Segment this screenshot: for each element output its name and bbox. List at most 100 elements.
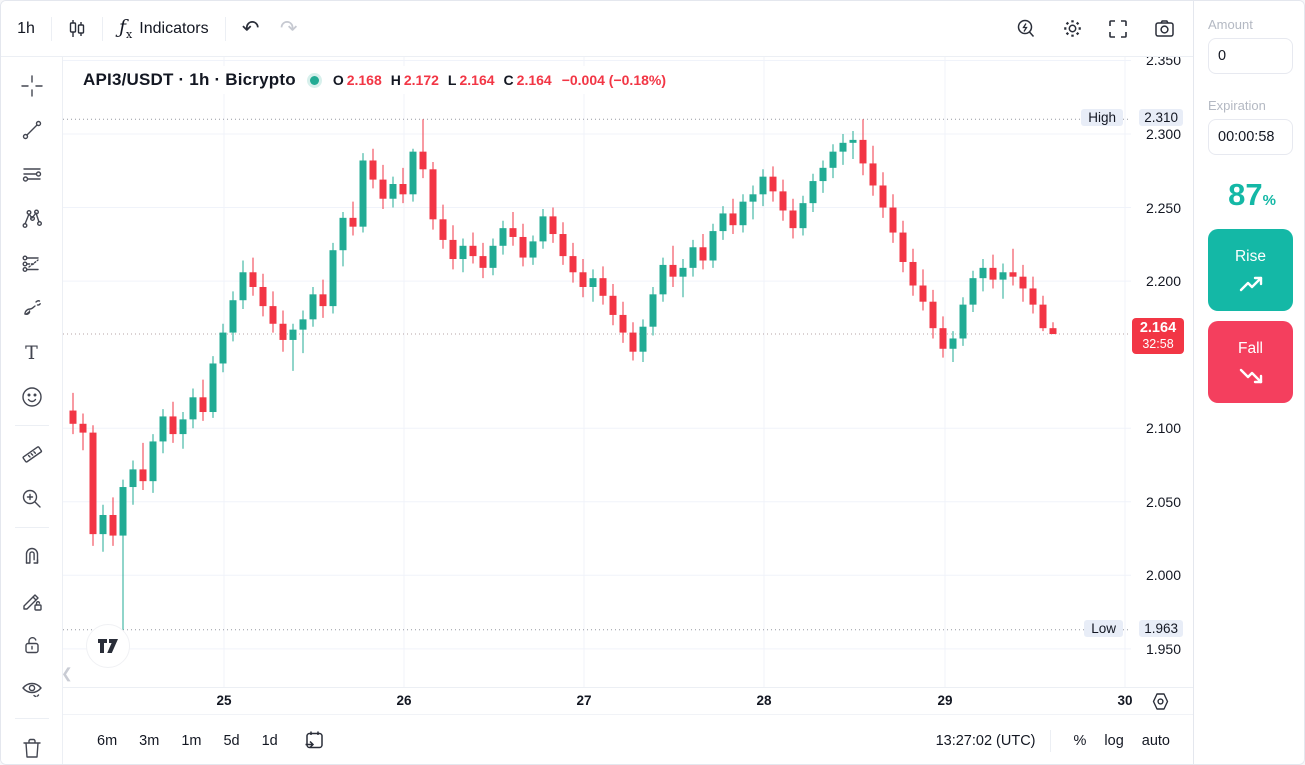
clock-utc[interactable]: 13:27:02 (UTC)	[935, 732, 1036, 749]
low-marker-label: Low	[1084, 619, 1123, 637]
bottom-bar-separator	[1049, 729, 1051, 752]
toolbar-separator	[51, 16, 52, 41]
time-tick: 27	[576, 693, 592, 708]
indicators-button[interactable]: ƒx Indicators	[109, 10, 219, 48]
drawing-toolbar: T	[1, 57, 63, 764]
axis-settings-hexagon-icon	[1152, 693, 1169, 710]
fall-arrow-icon	[1239, 368, 1262, 383]
fx-icon: ƒx	[119, 16, 133, 41]
time-tick: 25	[216, 693, 232, 708]
range-button-1d[interactable]: 1d	[261, 732, 278, 749]
bottom-toolbar: 6m 3m 1m 5d 1d 13:27:02 (UTC) % log auto	[63, 714, 1193, 764]
time-tick: 28	[756, 693, 772, 708]
last-price-value: 2.164	[1139, 320, 1177, 337]
magnet-tool[interactable]	[13, 538, 51, 575]
lock-all-icon	[24, 637, 39, 654]
drawing-lock-tool[interactable]	[13, 582, 51, 619]
low-value: 2.164	[459, 72, 495, 88]
lock-all-tool[interactable]	[13, 627, 51, 664]
market-status-dot	[309, 75, 319, 85]
undo-button[interactable]: ↶	[232, 10, 270, 48]
interval-button[interactable]: 1h	[7, 10, 45, 48]
range-button-1m[interactable]: 1m	[181, 732, 202, 749]
horizontal-lines-icon	[22, 167, 41, 182]
redo-icon: ↷	[279, 17, 298, 40]
fullscreen-button[interactable]	[1099, 10, 1137, 48]
price-tick: 2.100	[1145, 420, 1181, 437]
rise-button[interactable]: Rise	[1208, 229, 1293, 311]
brush-tool[interactable]	[13, 289, 51, 326]
go-to-date-button[interactable]	[302, 728, 327, 753]
range-button-6m[interactable]: 6m	[97, 732, 118, 749]
candles-icon	[69, 19, 85, 37]
crosshair-tool[interactable]	[13, 67, 51, 104]
measure-tool[interactable]	[13, 436, 51, 473]
range-button-3m[interactable]: 3m	[139, 732, 160, 749]
collapse-rail-chevron-icon[interactable]: ❮	[61, 665, 73, 681]
crosshair-icon	[20, 75, 43, 97]
text-tool[interactable]: T	[13, 334, 51, 371]
trend-line-icon	[22, 121, 41, 140]
toolbar-separator	[224, 16, 226, 41]
symbol-title: API3/USDT · 1h · Bicrypto	[83, 70, 296, 89]
price-tick: 2.050	[1145, 493, 1181, 510]
order-panel: Amount Expiration 87% Rise Fall	[1193, 1, 1304, 764]
candle-countdown: 32:58	[1142, 336, 1174, 351]
top-toolbar: 1h ƒx Indicators ↶ ↷	[1, 1, 1193, 57]
forecast-icon	[22, 255, 39, 272]
amount-input[interactable]	[1208, 38, 1293, 74]
snapshot-button[interactable]	[1145, 10, 1183, 48]
scale-option-log[interactable]: log	[1104, 732, 1124, 749]
price-tick: 2.300	[1145, 126, 1181, 142]
open-value: 2.168	[346, 72, 382, 88]
forecast-tool[interactable]	[13, 245, 51, 282]
price-tick: 2.200	[1145, 273, 1181, 290]
hide-drawings-tool[interactable]	[13, 671, 51, 708]
redo-button[interactable]: ↷	[270, 10, 308, 48]
horizontal-lines-tool[interactable]	[13, 156, 51, 193]
xabcd-pattern-tool[interactable]	[13, 200, 51, 237]
zoom-in-tool[interactable]	[13, 480, 51, 517]
emoji-tool[interactable]	[13, 378, 51, 415]
camera-snapshot-icon	[1154, 20, 1174, 37]
tradingview-logo-icon	[98, 639, 118, 653]
price-tick: 1.950	[1145, 640, 1181, 657]
trend-line-tool[interactable]	[13, 111, 51, 148]
fall-button[interactable]: Fall	[1208, 321, 1293, 403]
range-button-5d[interactable]: 5d	[223, 732, 240, 749]
settings-gear-icon	[1063, 20, 1081, 37]
ohlc-values: O 2.168 H 2.172 L 2.164 C 2.164	[332, 72, 552, 88]
brush-icon	[23, 300, 41, 316]
scale-option-%[interactable]: %	[1073, 732, 1087, 749]
chart-settings-button[interactable]	[1053, 10, 1091, 48]
drawing-lock-icon	[22, 594, 42, 611]
low-price-pill: 1.963	[1139, 619, 1183, 637]
toolbar-divider	[14, 527, 49, 529]
toolbar-divider	[14, 425, 49, 427]
quick-search-button[interactable]	[1007, 10, 1045, 48]
time-tick: 30	[1117, 693, 1133, 708]
ruler-icon	[21, 446, 42, 464]
chart-plot-area[interactable]: API3/USDT · 1h · Bicrypto O 2.168 H 2.172 …	[61, 57, 1131, 687]
undo-icon: ↶	[241, 17, 260, 40]
candlestick-chart[interactable]	[63, 57, 1131, 687]
scale-option-auto[interactable]: auto	[1141, 732, 1170, 749]
chart-legend[interactable]: API3/USDT · 1h · Bicrypto O 2.168 H 2.172 …	[83, 66, 676, 94]
remove-drawings-tool[interactable]	[13, 729, 51, 764]
chart-style-button[interactable]	[58, 10, 96, 48]
rise-arrow-icon	[1239, 276, 1262, 291]
axis-settings-button[interactable]	[1150, 691, 1171, 717]
fullscreen-icon	[1109, 19, 1127, 38]
price-tick: 2.250	[1145, 199, 1181, 216]
remove-drawings-trash-icon	[22, 739, 41, 758]
price-axis[interactable]: 2.310 1.963 2.164 32:58 2.350 2.300 2.250 2…	[1131, 52, 1193, 687]
expiration-input[interactable]	[1208, 119, 1293, 155]
rise-label: Rise	[1234, 247, 1266, 265]
price-tick: 2.000	[1145, 567, 1181, 584]
magnet-icon	[25, 548, 38, 565]
text-tool-icon: T	[25, 341, 38, 364]
tradingview-watermark[interactable]	[86, 624, 130, 668]
time-tick: 26	[396, 693, 412, 708]
time-axis[interactable]: 25 26 27 28 29 30	[63, 687, 1193, 714]
close-value: 2.164	[516, 72, 552, 88]
